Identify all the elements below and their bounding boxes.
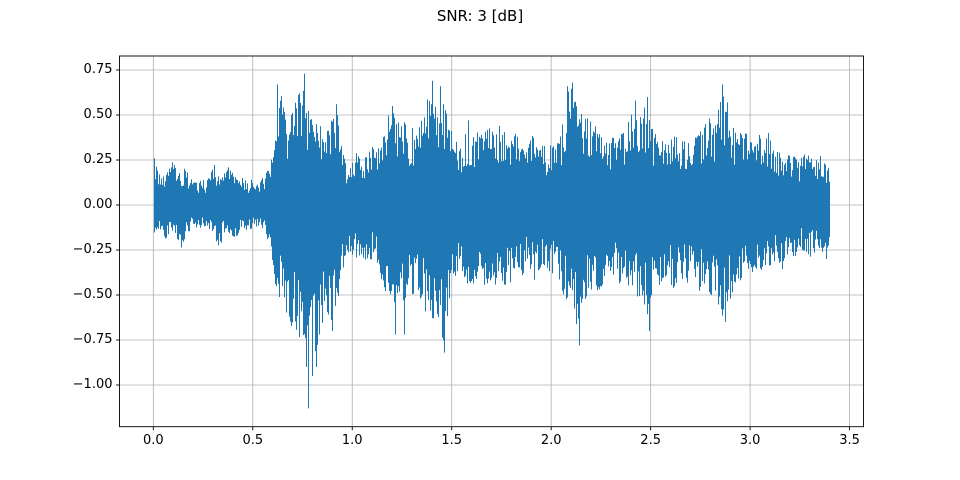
y-tick-label: −1.00 (72, 376, 113, 392)
y-tick-label: −0.25 (72, 241, 113, 257)
x-tick-label: 1.0 (341, 433, 363, 448)
y-tick-label: 0.25 (83, 152, 113, 167)
x-tick-label: 0.0 (142, 433, 164, 448)
chart-title: SNR: 3 [dB] (436, 7, 524, 25)
y-tick-label: 0.75 (83, 62, 113, 77)
x-tick-label: 0.5 (242, 433, 264, 448)
y-tick-label: −0.75 (72, 331, 113, 347)
y-tick-label: 0.00 (83, 196, 113, 212)
y-tick-label: −0.50 (72, 286, 113, 302)
x-tick-label: 1.5 (441, 433, 463, 448)
x-tick-label: 2.0 (540, 433, 562, 448)
x-tick-label: 2.5 (640, 433, 661, 448)
x-tick-label: 3.0 (739, 433, 761, 448)
x-tick-label: 3.5 (839, 433, 860, 448)
y-tick-label: 0.50 (83, 107, 113, 122)
